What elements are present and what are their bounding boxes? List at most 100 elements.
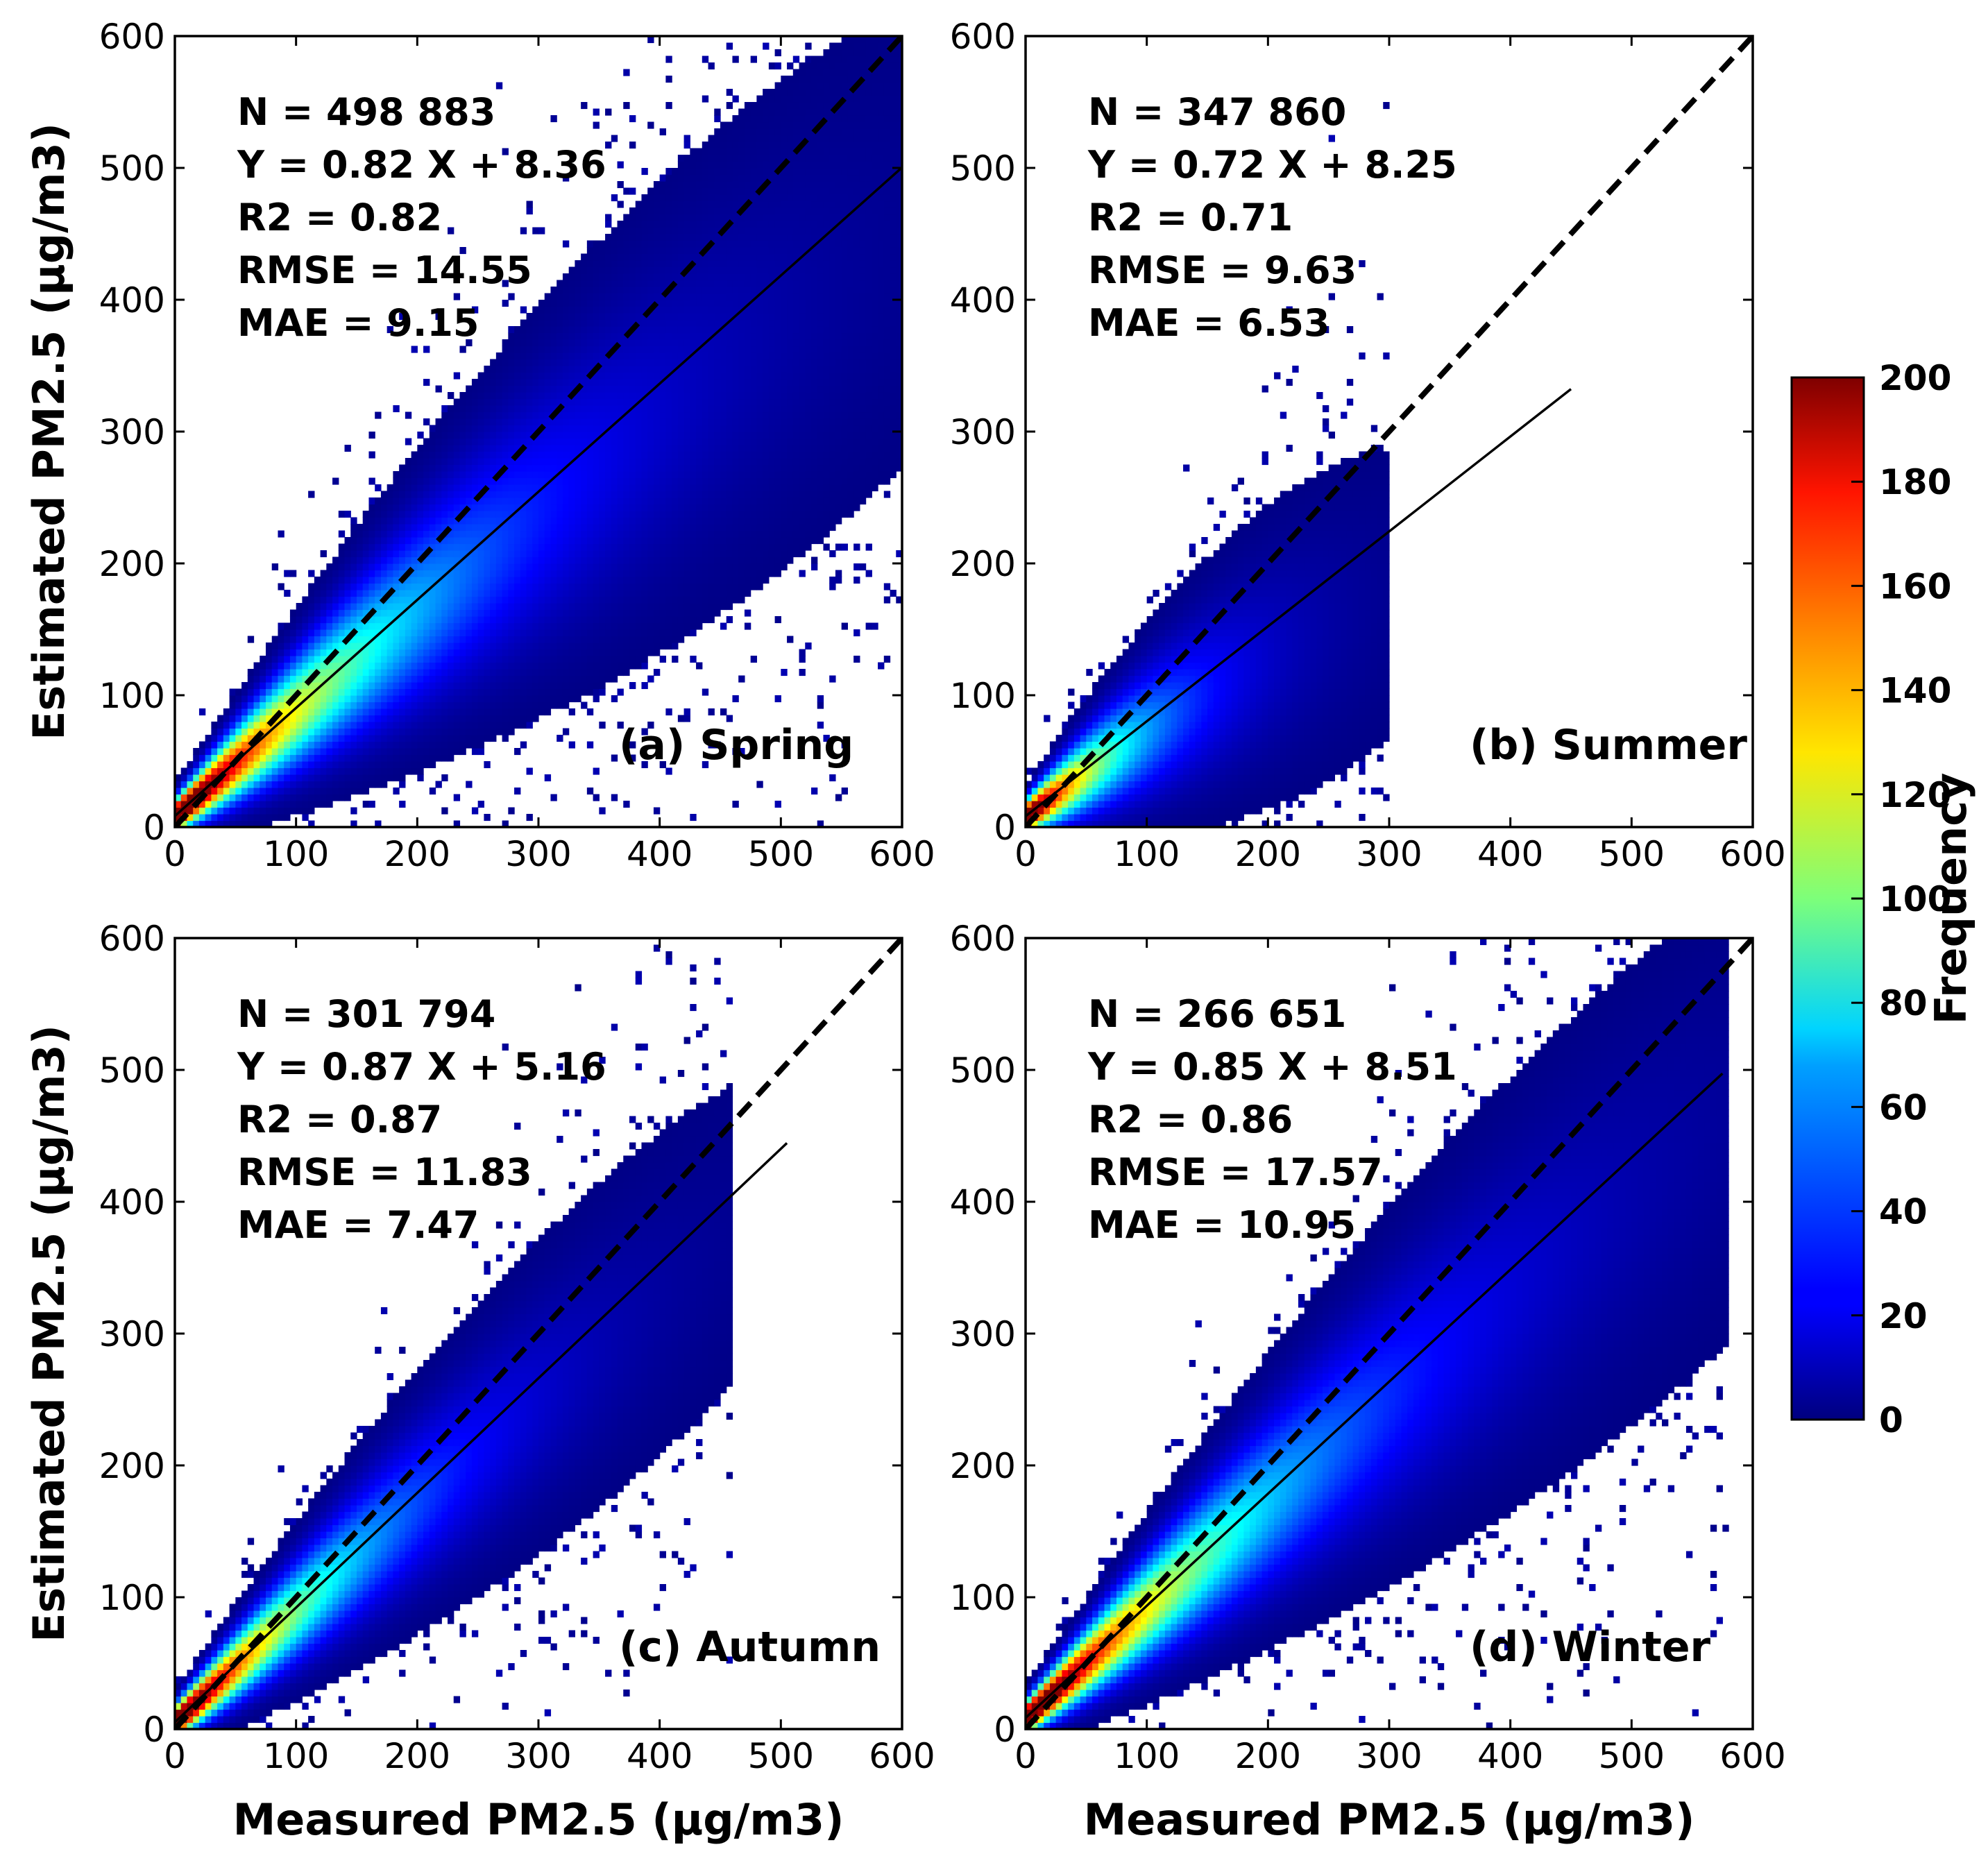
- density-cell: [266, 669, 273, 677]
- density-cell: [599, 293, 606, 300]
- density-cell: [732, 135, 739, 142]
- density-cell: [581, 451, 588, 459]
- density-cell: [314, 701, 321, 709]
- density-cell: [641, 583, 648, 590]
- density-cell: [641, 438, 648, 445]
- density-cell: [405, 563, 412, 571]
- density-cell: [623, 306, 630, 314]
- density-cell: [720, 240, 727, 248]
- density-cell: [653, 616, 661, 624]
- density-cell: [423, 629, 430, 637]
- density-cell: [417, 701, 424, 709]
- density-cell: [526, 201, 533, 208]
- density-cell: [581, 339, 588, 347]
- density-cell: [490, 438, 497, 445]
- density-cell: [326, 682, 333, 690]
- density-cell: [623, 346, 630, 353]
- density-cell: [726, 194, 733, 202]
- density-cell: [508, 471, 515, 479]
- density-cell: [508, 346, 515, 353]
- density-cell: [241, 708, 248, 716]
- density-cell: [326, 735, 333, 742]
- density-cell: [557, 590, 563, 597]
- density-cell: [586, 708, 594, 716]
- density-cell: [714, 484, 721, 492]
- density-cell: [520, 517, 527, 525]
- density-cell: [586, 669, 594, 677]
- density-cell: [659, 616, 666, 624]
- density-cell: [629, 741, 636, 749]
- density-cell: [586, 293, 594, 300]
- density-cell: [441, 497, 448, 505]
- density-cell: [296, 774, 303, 782]
- density-cell: [289, 622, 297, 630]
- density-cell: [581, 432, 588, 439]
- density-cell: [429, 471, 436, 479]
- density-cell: [605, 339, 612, 347]
- density-cell: [702, 411, 709, 419]
- density-cell: [477, 425, 484, 432]
- density-cell: [266, 761, 273, 769]
- density-cell: [599, 675, 606, 683]
- density-cell: [550, 405, 557, 413]
- density-cell: [441, 517, 448, 525]
- density-cell: [605, 537, 612, 545]
- density-cell: [714, 260, 721, 268]
- density-cell: [726, 287, 733, 294]
- density-cell: [296, 636, 303, 643]
- density-cell: [690, 432, 697, 439]
- density-cell: [241, 774, 248, 782]
- density-cell: [526, 366, 533, 373]
- density-cell: [599, 491, 606, 498]
- density-cell: [629, 662, 636, 670]
- density-cell: [278, 636, 284, 643]
- density-cell: [217, 820, 224, 827]
- density-cell: [526, 814, 533, 822]
- density-cell: [677, 405, 685, 413]
- density-cell: [677, 187, 685, 195]
- density-cell: [683, 543, 690, 551]
- density-cell: [586, 590, 594, 597]
- density-cell: [271, 807, 279, 815]
- density-cell: [683, 359, 690, 366]
- density-cell: [393, 695, 400, 703]
- density-cell: [744, 622, 751, 630]
- density-cell: [653, 438, 661, 445]
- density-cell: [544, 484, 552, 492]
- density-cell: [532, 464, 539, 472]
- density-cell: [599, 451, 606, 459]
- density-cell: [575, 636, 581, 643]
- density-cell: [399, 761, 406, 769]
- density-cell: [362, 603, 370, 611]
- density-cell: [726, 187, 733, 195]
- density-cell: [495, 563, 503, 571]
- density-cell: [677, 273, 685, 281]
- density-cell: [635, 484, 643, 492]
- density-cell: [308, 774, 315, 782]
- density-cell: [495, 722, 503, 729]
- density-cell: [568, 379, 575, 386]
- density-cell: [187, 820, 194, 827]
- density-cell: [320, 708, 327, 716]
- density-cell: [635, 491, 643, 498]
- density-cell: [641, 464, 648, 472]
- density-cell: [641, 418, 648, 426]
- density-cell: [386, 616, 393, 624]
- density-cell: [332, 774, 339, 782]
- density-cell: [659, 524, 666, 531]
- density-cell: [611, 484, 618, 492]
- density-cell: [653, 280, 661, 287]
- density-cell: [477, 735, 484, 742]
- density-cell: [198, 761, 206, 769]
- density-cell: [641, 603, 648, 611]
- density-cell: [253, 754, 260, 762]
- density-cell: [702, 214, 709, 221]
- density-cell: [696, 300, 703, 307]
- density-cell: [672, 622, 679, 630]
- density-cell: [526, 332, 533, 340]
- density-cell: [247, 715, 255, 722]
- density-cell: [278, 675, 284, 683]
- density-cell: [611, 253, 618, 261]
- density-cell: [599, 273, 606, 281]
- density-cell: [665, 629, 672, 637]
